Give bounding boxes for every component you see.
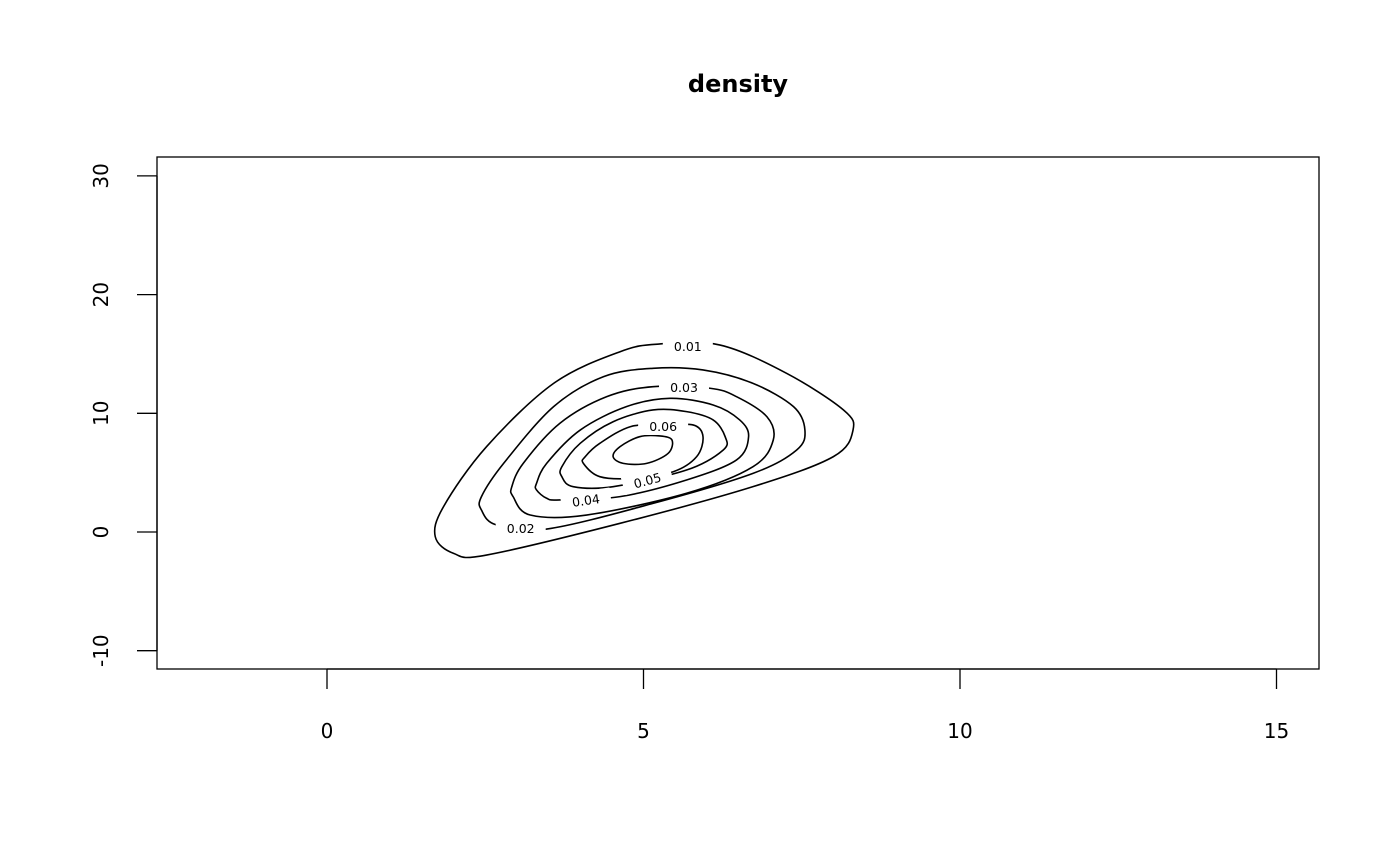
contour-line-0.05 [559, 408, 729, 490]
contour-label-0.01: 0.01 [662, 336, 713, 355]
contour-label-0.05: 0.05 [620, 464, 674, 496]
y-tick-label: 10 [89, 401, 113, 426]
contour-label-0.02: 0.02 [495, 518, 546, 537]
contour-label-text: 0.03 [670, 380, 698, 395]
y-tick-label: 0 [89, 526, 113, 539]
x-tick-label: 0 [321, 719, 334, 743]
chart-title: density [688, 70, 789, 98]
plot-frame [156, 156, 1320, 670]
y-tick-label: -10 [89, 634, 113, 667]
contour-label-text: 0.05 [632, 470, 663, 492]
contour-line-0.02 [478, 366, 806, 532]
x-tick-label: 5 [637, 719, 650, 743]
x-tick-label: 15 [1264, 719, 1289, 743]
y-tick-label: 20 [89, 282, 113, 307]
y-axis: -10 0 10 20 30 [89, 163, 158, 667]
contour-label-text: 0.06 [649, 419, 677, 434]
contour-label-text: 0.01 [674, 339, 702, 354]
x-tick-label: 10 [947, 719, 972, 743]
contour-labels: 0.01 0.02 0.03 0.04 0.05 0.06 [495, 336, 713, 537]
x-axis: 0 5 10 15 [321, 668, 1289, 743]
contour-label-0.03: 0.03 [659, 377, 710, 396]
contour-label-text: 0.02 [507, 521, 535, 536]
y-tick-label: 30 [89, 163, 113, 188]
contour-line-0.07 [612, 434, 674, 466]
contour-line-0.01 [433, 341, 855, 559]
contour-label-0.04: 0.04 [559, 487, 612, 513]
contour-line-0.03 [509, 385, 775, 519]
contour-label-0.06: 0.06 [638, 417, 689, 436]
contour-label-text: 0.04 [571, 491, 601, 510]
